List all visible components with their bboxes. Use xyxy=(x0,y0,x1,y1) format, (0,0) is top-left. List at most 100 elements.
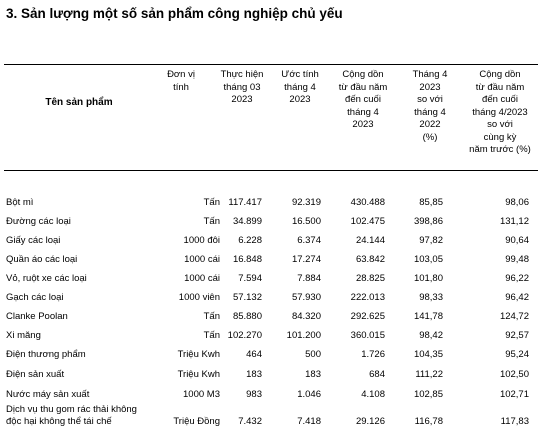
row-name: Điện thương phẩm xyxy=(6,349,86,360)
row-percent-ytd: 99,48 xyxy=(505,254,529,265)
row-percent-yoy: 102,85 xyxy=(413,389,443,400)
table-row: Vỏ, ruột xe các loại 1000 cái 7.594 7.884 28… xyxy=(0,273,541,292)
row-percent-ytd: 90,64 xyxy=(505,235,529,246)
row-value-april: 92.319 xyxy=(291,197,321,208)
row-value-ytd: 1.726 xyxy=(361,349,385,360)
row-percent-ytd: 96,22 xyxy=(505,273,529,284)
row-name: Quần áo các loại xyxy=(6,254,78,265)
row-value-april: 17.274 xyxy=(291,254,321,265)
row-unit: Tấn xyxy=(203,311,220,322)
row-value-march: 16.848 xyxy=(232,254,262,265)
row-percent-yoy: 103,05 xyxy=(413,254,443,265)
row-percent-yoy: 398,86 xyxy=(413,216,443,227)
header-unit: Đơn vị tính xyxy=(167,69,195,93)
row-value-march: 983 xyxy=(246,389,262,400)
row-unit: Triệu Đồng xyxy=(173,416,220,427)
row-value-april: 57.930 xyxy=(291,292,321,303)
row-percent-yoy: 141,78 xyxy=(413,311,443,322)
table-row: Gạch các loại 1000 viên 57.132 57.930 222.01… xyxy=(0,292,541,311)
row-unit: Tấn xyxy=(203,197,220,208)
row-name: Bột mì xyxy=(6,197,34,208)
row-percent-yoy: 98,42 xyxy=(419,330,443,341)
table-row: Dịch vụ thu gom rác thải không độc hại k… xyxy=(0,404,541,427)
row-value-ytd: 430.488 xyxy=(350,197,385,208)
row-name: Clanke Poolan xyxy=(6,311,68,322)
section-title: 3. Sản lượng một số sản phẩm công nghiệp… xyxy=(6,6,343,21)
row-unit: Triệu Kwh xyxy=(177,349,220,360)
row-percent-ytd: 131,12 xyxy=(499,216,529,227)
row-unit: Tấn xyxy=(203,216,220,227)
row-value-april: 16.500 xyxy=(291,216,321,227)
row-name: Gạch các loại xyxy=(6,292,64,303)
table-top-rule xyxy=(4,64,538,65)
row-value-march: 34.899 xyxy=(232,216,262,227)
row-percent-ytd: 117,83 xyxy=(500,416,529,427)
row-unit: 1000 viên xyxy=(178,292,220,303)
row-value-march: 102.270 xyxy=(227,330,262,341)
row-value-april: 500 xyxy=(305,349,321,360)
row-unit: Tấn xyxy=(203,330,220,341)
row-value-april: 7.418 xyxy=(297,416,321,427)
row-percent-yoy: 116,78 xyxy=(414,416,443,427)
table-row: Điện sản xuất Triệu Kwh 183 183 684 111,22 102… xyxy=(0,369,541,388)
row-unit: Triệu Kwh xyxy=(177,369,220,380)
table-row: Đường các loại Tấn 34.899 16.500 102.475 398,… xyxy=(0,216,541,235)
row-unit: 1000 đôi xyxy=(183,235,220,246)
row-percent-ytd: 102,71 xyxy=(499,389,529,400)
row-value-ytd: 4.108 xyxy=(361,389,385,400)
row-percent-yoy: 97,82 xyxy=(419,235,443,246)
row-value-march: 57.132 xyxy=(232,292,262,303)
row-value-ytd: 28.825 xyxy=(355,273,385,284)
row-value-ytd: 292.625 xyxy=(350,311,385,322)
table-row: Bột mì Tấn 117.417 92.319 430.488 85,85 98,06 xyxy=(0,197,541,216)
row-value-april: 6.374 xyxy=(297,235,321,246)
row-value-ytd: 360.015 xyxy=(350,330,385,341)
row-percent-ytd: 98,06 xyxy=(505,197,529,208)
row-value-march: 7.594 xyxy=(238,273,262,284)
header-col5: Cộng dồn từ đầu năm đến cuối tháng 4/202… xyxy=(469,69,531,155)
header-col2: Ước tính tháng 4 2023 xyxy=(281,69,319,105)
row-value-ytd: 24.144 xyxy=(355,235,385,246)
row-percent-yoy: 98,33 xyxy=(419,292,443,303)
row-name: Dịch vụ thu gom rác thải không độc hại k… xyxy=(6,404,137,427)
table-row: Clanke Poolan Tấn 85.880 84.320 292.625 141,7… xyxy=(0,311,541,330)
table-row: Quần áo các loại 1000 cái 16.848 17.274 63.8… xyxy=(0,254,541,273)
row-name: Giấy các loại xyxy=(6,235,61,246)
row-value-ytd: 63.842 xyxy=(355,254,385,265)
row-value-april: 183 xyxy=(305,369,321,380)
header-name: Tên sản phẩm xyxy=(45,97,113,108)
row-percent-ytd: 96,42 xyxy=(505,292,529,303)
row-percent-ytd: 95,24 xyxy=(505,349,529,360)
row-percent-ytd: 124,72 xyxy=(499,311,529,322)
row-unit: 1000 M3 xyxy=(183,389,220,400)
row-value-april: 84.320 xyxy=(291,311,321,322)
row-value-april: 101.200 xyxy=(286,330,321,341)
row-value-march: 464 xyxy=(246,349,262,360)
row-value-april: 7.884 xyxy=(297,273,321,284)
row-value-march: 7.432 xyxy=(238,416,262,427)
row-name: Xi măng xyxy=(6,330,41,341)
row-unit: 1000 cái xyxy=(184,254,220,265)
row-percent-yoy: 104,35 xyxy=(413,349,443,360)
row-percent-ytd: 102,50 xyxy=(499,369,529,380)
table-header-rule xyxy=(4,170,538,171)
header-col1: Thực hiện tháng 03 2023 xyxy=(220,69,264,105)
row-percent-yoy: 111,22 xyxy=(415,369,443,380)
table-row: Xi măng Tấn 102.270 101.200 360.015 98,42 92,5… xyxy=(0,330,541,349)
row-name: Đường các loại xyxy=(6,216,71,227)
row-value-april: 1.046 xyxy=(297,389,321,400)
row-value-march: 6.228 xyxy=(238,235,262,246)
row-percent-yoy: 101,80 xyxy=(413,273,443,284)
row-value-march: 85.880 xyxy=(232,311,262,322)
header-col4: Tháng 4 2023 so với tháng 4 2022 (%) xyxy=(412,69,448,143)
row-percent-ytd: 92,57 xyxy=(505,330,529,341)
row-value-ytd: 29.126 xyxy=(355,416,385,427)
header-col3: Cộng dồn từ đầu năm đến cuối tháng 4 202… xyxy=(338,69,388,130)
row-name: Nước máy sản xuất xyxy=(6,389,90,400)
row-unit: 1000 cái xyxy=(184,273,220,284)
row-value-ytd: 222.013 xyxy=(350,292,385,303)
row-percent-yoy: 85,85 xyxy=(419,197,443,208)
row-value-march: 117.417 xyxy=(228,197,262,208)
table-row: Nước máy sản xuất 1000 M3 983 1.046 4.108 102… xyxy=(0,389,541,408)
row-value-march: 183 xyxy=(246,369,262,380)
